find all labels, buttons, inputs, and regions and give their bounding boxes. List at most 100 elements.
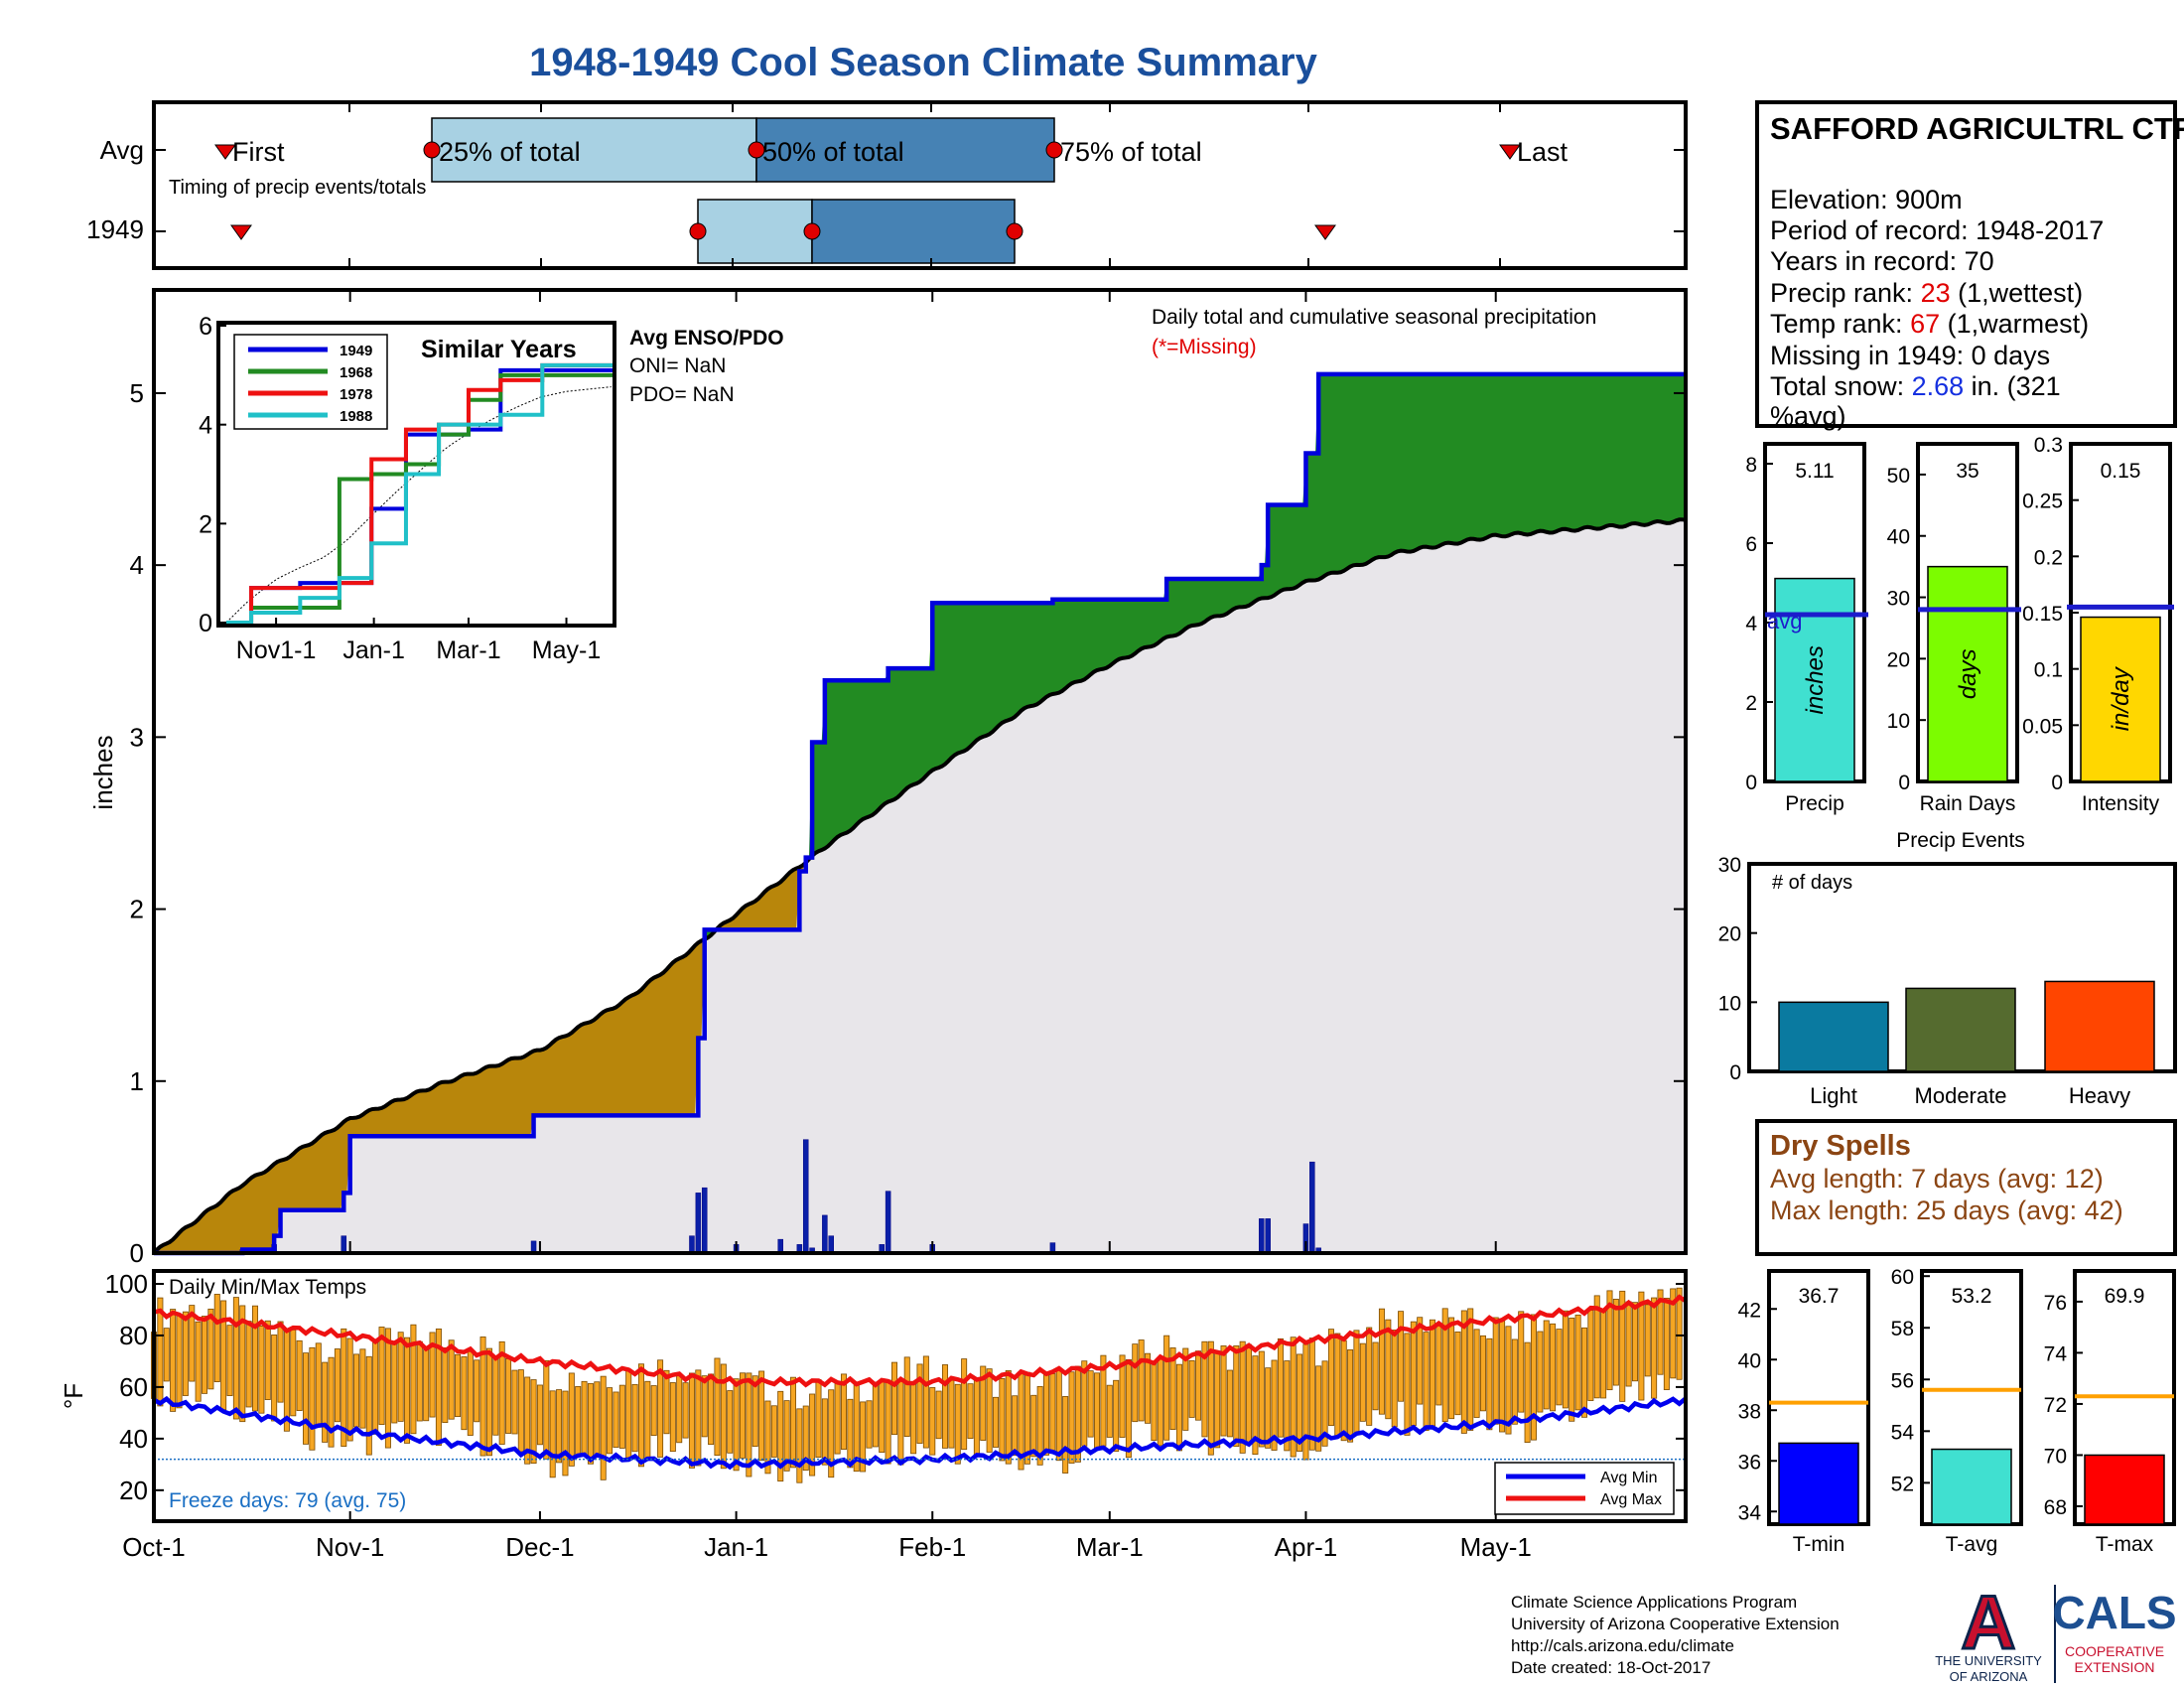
stat-value: 5.11 — [1795, 460, 1834, 483]
daily-temp-bar — [625, 1368, 632, 1459]
event-label: Light — [1810, 1083, 1857, 1108]
dry-avg: Avg length: 7 days (avg: 12) — [1770, 1164, 2104, 1194]
daily-temp-bar — [1562, 1310, 1569, 1409]
daily-temp-bar — [1359, 1342, 1366, 1422]
stat-y-tick-label: 0 — [1898, 772, 1910, 794]
station-info-panel: SAFFORD AGRICULTRL CTR Elevation: 900m P… — [1755, 100, 2184, 431]
stat-y-tick-label: 10 — [1887, 710, 1910, 733]
stat-label: Precip — [1785, 792, 1844, 815]
daily-temp-bar — [423, 1349, 430, 1422]
daily-temp-bar — [252, 1305, 259, 1412]
stat-y-tick-label: 4 — [1745, 613, 1757, 635]
daily-temp-bar — [1467, 1308, 1474, 1431]
inset-y-axis: 0 2 4 6 — [199, 313, 226, 637]
daily-temp-bar — [1308, 1337, 1315, 1451]
daily-temp-bar — [1663, 1297, 1670, 1390]
daily-temp-bar — [1188, 1359, 1195, 1418]
season-x-tick-label: Feb-1 — [898, 1532, 966, 1562]
stat-y-tick-label: 6 — [1745, 533, 1757, 556]
temp-rank-label: Temp rank: — [1770, 309, 1910, 339]
stat-avg-label: avg — [1767, 609, 1802, 633]
avg-cumulative-line — [152, 517, 1687, 1255]
daily-temp-bar — [309, 1346, 316, 1451]
daily-temp-bar — [980, 1365, 987, 1441]
daily-temp-bar — [587, 1383, 594, 1465]
stat-value: 35 — [1956, 460, 1979, 483]
precip-panel: 0 1 2 3 4 5 inches Daily total and cumulative… — [88, 288, 1688, 1268]
daily-temp-bar — [847, 1398, 854, 1469]
daily-temp-bar — [688, 1372, 695, 1469]
daily-precip-bar — [885, 1191, 891, 1254]
daily-temp-bar — [1220, 1345, 1227, 1437]
daily-temp-bar — [232, 1297, 239, 1420]
daily-precip-bar — [822, 1214, 828, 1254]
daily-temp-bar — [182, 1311, 189, 1396]
daily-temp-bar — [1151, 1361, 1158, 1442]
stat-unit: days — [1955, 648, 1981, 699]
daily-temp-bar — [1398, 1311, 1405, 1402]
daily-precip-bar — [1265, 1218, 1271, 1254]
daily-temp-bar — [1062, 1396, 1069, 1474]
daily-temp-bar — [1385, 1319, 1392, 1420]
daily-temp-bar — [157, 1297, 164, 1407]
daily-temp-bar — [860, 1401, 867, 1473]
daily-temp-bar — [1347, 1349, 1354, 1443]
daily-temp-bar — [1638, 1291, 1645, 1401]
daily-temp-bar — [372, 1341, 379, 1435]
events-title: Precip Events — [1896, 829, 2025, 852]
station-period: Period of record: 1948-2017 — [1770, 215, 2104, 245]
daily-temp-bar — [802, 1405, 809, 1472]
legend-label-1978: 1978 — [340, 386, 372, 403]
year-q50-q75-box — [811, 199, 1016, 264]
daily-temp-bar — [720, 1363, 727, 1470]
temp-stat-y-tick-label: 36 — [1738, 1451, 1761, 1474]
station-elevation: Elevation: 900m — [1770, 185, 1963, 214]
daily-temp-bar — [226, 1325, 233, 1396]
daily-temp-bar — [948, 1379, 955, 1449]
daily-temp-bar — [1511, 1338, 1518, 1425]
daily-temp-bar — [1302, 1343, 1309, 1461]
missing-days: Missing in 1949: 0 days — [1770, 341, 2050, 370]
inset-line-1988 — [226, 362, 614, 625]
temp-stat-bars: 36.7 T-min 34 36 38 40 42 53.2 T-avg 52 54 56 58 60 69… — [1738, 1266, 2176, 1556]
daily-temp-bar — [929, 1387, 936, 1456]
daily-temp-bar — [1055, 1368, 1062, 1462]
daily-temp-bar — [618, 1384, 625, 1449]
daily-temp-bar — [1315, 1365, 1322, 1452]
daily-precip-bar — [1309, 1161, 1315, 1254]
daily-temp-bar — [650, 1385, 657, 1436]
daily-temp-bar — [1505, 1326, 1512, 1435]
daily-temp-bar — [264, 1320, 271, 1400]
surplus-area — [154, 373, 1686, 1253]
daily-temp-bar — [213, 1294, 220, 1383]
daily-temp-bar — [1625, 1301, 1632, 1387]
dry-max: Max length: 25 days (avg: 42) — [1770, 1196, 2123, 1225]
stat-y-tick-label: 40 — [1887, 526, 1910, 549]
daily-temp-bar — [1587, 1310, 1594, 1401]
daily-temp-bar — [176, 1315, 183, 1409]
daily-temp-bar — [195, 1321, 202, 1402]
daily-temp-bar — [682, 1382, 689, 1439]
daily-temp-bar — [910, 1382, 917, 1455]
temp-rank: Temp rank: 67 (1,warmest) — [1770, 309, 2089, 339]
daily-temp-bar — [695, 1369, 702, 1467]
event-y-tick-label: 10 — [1718, 992, 1741, 1015]
daily-temp-bar — [701, 1375, 708, 1438]
season-x-axis: Oct-1 Nov-1 Dec-1 Jan-1 Feb-1 Mar-1 Apr-1 May-1 — [122, 290, 1532, 1562]
daily-temp-bar — [708, 1373, 715, 1446]
inset-title: Similar Years — [421, 336, 577, 363]
daily-temp-bar — [461, 1356, 468, 1431]
daily-temp-bar — [498, 1340, 505, 1445]
event-label: Heavy — [2069, 1083, 2130, 1108]
footer-url: http://cals.arizona.edu/climate — [1511, 1636, 1734, 1655]
daily-temp-bar — [1226, 1369, 1233, 1438]
events-bar-layer: Light Moderate Heavy 0 10 20 30 — [1718, 854, 2155, 1108]
inset-legend: 1949 1968 1978 1988 — [233, 334, 388, 430]
temp-y-tick-label: 100 — [105, 1269, 148, 1299]
stat-y-tick-label: 2 — [1745, 692, 1757, 715]
daily-temp-bar — [676, 1375, 683, 1444]
stat-y-tick-label: 30 — [1887, 588, 1910, 611]
daily-temp-bar — [1372, 1341, 1379, 1411]
daily-temp-bar — [346, 1337, 353, 1442]
